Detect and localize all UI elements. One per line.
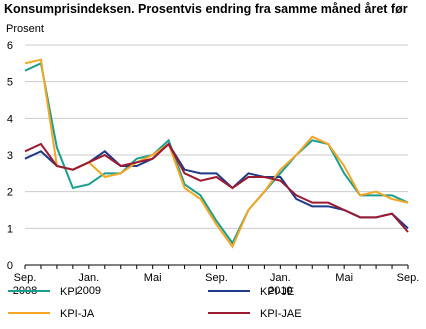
x-tick-label: Mai	[144, 272, 162, 284]
y-tick-label: 6	[7, 40, 13, 52]
y-tick-label: 3	[7, 150, 13, 162]
y-tick-label: 4	[7, 113, 13, 125]
x-tick-label: Jan. 2010	[268, 272, 292, 297]
x-tick-label: Jan. 2009	[77, 272, 101, 297]
x-tick-label: Sep.	[397, 272, 420, 284]
x-tick-label: Sep.	[205, 272, 228, 284]
y-tick-label: 0	[7, 260, 13, 272]
legend-label: KPI-JAE	[260, 308, 302, 320]
legend-label: KPI	[60, 286, 78, 298]
y-tick-label: 5	[7, 77, 13, 89]
y-tick-label: 2	[7, 187, 13, 199]
y-tick-label: 1	[7, 223, 13, 235]
data-line	[24, 142, 409, 233]
x-tick-label: Sep. 2008	[13, 272, 37, 297]
data-line	[24, 61, 409, 245]
y-axis-label: Prosent	[6, 23, 44, 35]
legend-label: KPI-JE	[260, 286, 294, 298]
legend-label: KPI-JA	[60, 308, 95, 320]
chart-title: Konsumprisindeksen. Prosentvis endring f…	[4, 2, 408, 16]
data-line	[24, 58, 409, 249]
x-tick-label: Mai	[335, 272, 353, 284]
